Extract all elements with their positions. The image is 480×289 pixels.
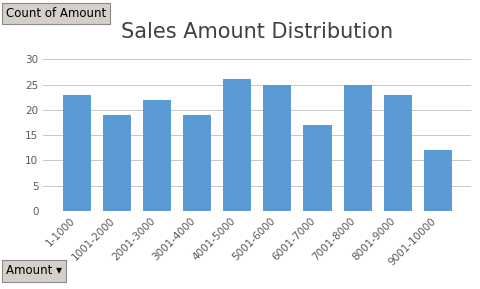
Bar (383, 95, 411, 211)
Bar (343, 84, 371, 211)
Text: Count of Amount: Count of Amount (6, 7, 106, 20)
Bar (143, 100, 171, 211)
Text: Amount ▾: Amount ▾ (6, 264, 61, 277)
Bar (303, 125, 331, 211)
Bar (223, 79, 251, 211)
Bar (263, 84, 291, 211)
Bar (423, 150, 451, 211)
Title: Sales Amount Distribution: Sales Amount Distribution (121, 22, 393, 42)
Bar (62, 95, 91, 211)
Bar (183, 115, 211, 211)
Bar (103, 115, 131, 211)
